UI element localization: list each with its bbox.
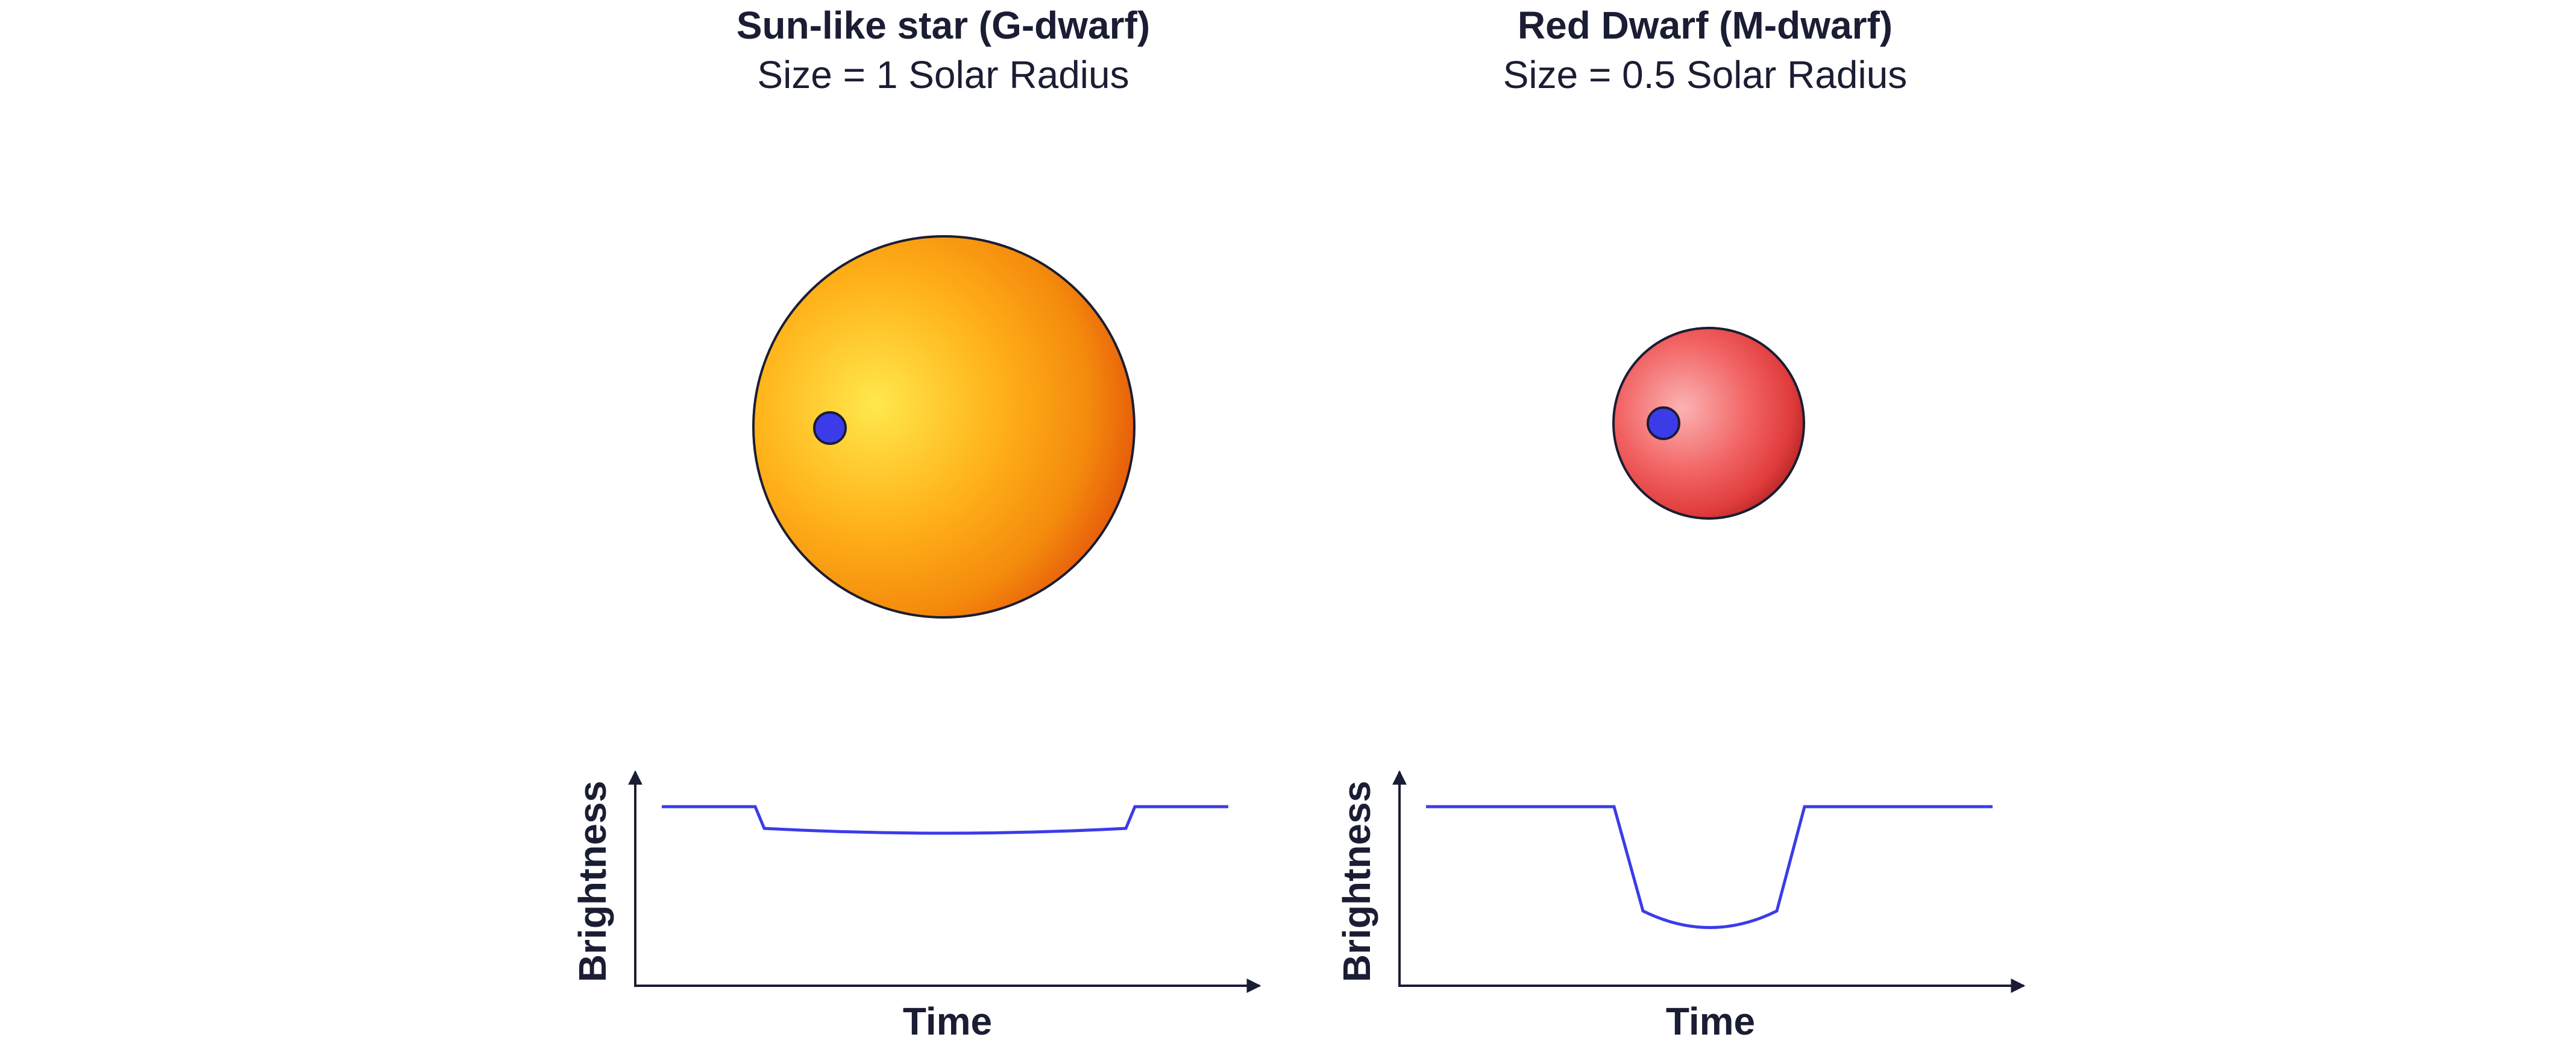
panel-1-title: Sun-like star (G-dwarf): [736, 4, 1151, 47]
y-axis-label: Brightness: [1335, 781, 1378, 982]
y-axis-label: Brightness: [571, 781, 614, 982]
red-dwarf-star-icon: [1612, 327, 1805, 520]
panel-2-subtitle: Size = 0.5 Solar Radius: [1503, 53, 1908, 96]
x-axis-label: Time: [903, 1000, 992, 1040]
panel-1-subtitle: Size = 1 Solar Radius: [757, 53, 1129, 96]
panel-2-title: Red Dwarf (M-dwarf): [1517, 4, 1893, 47]
panel-1: Time Brightness: [571, 235, 1261, 1040]
panel-2: Time Brightness: [1335, 327, 2026, 1040]
light-curve: [662, 805, 1228, 835]
transiting-planet-icon: [813, 411, 847, 445]
transiting-planet-icon: [1647, 406, 1680, 440]
x-axis-label: Time: [1666, 1000, 1755, 1040]
light-curve: [1426, 805, 1993, 929]
sun-like-star-icon: [752, 235, 1136, 619]
